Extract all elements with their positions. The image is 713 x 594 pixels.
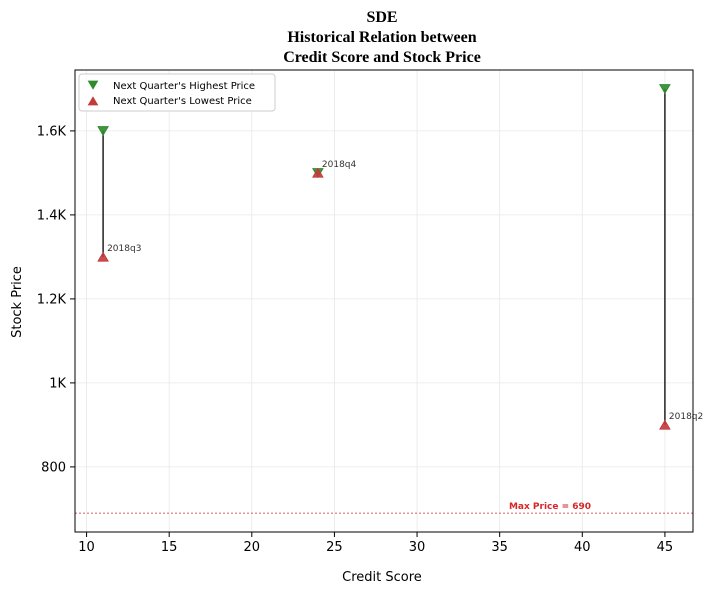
data-marks: 2018q3 2018q4 2018q2 xyxy=(97,84,703,430)
y-tick-label: 1.4K xyxy=(37,208,67,223)
grid xyxy=(75,70,693,532)
x-tick-label: 10 xyxy=(78,540,95,555)
y-tick-label: 1K xyxy=(49,376,66,391)
plot-frame xyxy=(74,69,694,533)
reference-line-label: Max Price = 690 xyxy=(509,502,591,512)
x-axis-label: Credit Score xyxy=(342,570,422,585)
legend-high-label: Next Quarter's Highest Price xyxy=(113,81,255,92)
chart-title-line-1: SDE xyxy=(366,9,397,26)
legend: Next Quarter's Highest Price Next Quarter… xyxy=(78,73,276,112)
low-price-marker xyxy=(312,167,324,178)
legend-box xyxy=(78,73,276,112)
high-price-marker xyxy=(97,126,109,137)
y-axis-label: Stock Price xyxy=(10,266,25,338)
y-tick-label: 1.6K xyxy=(37,124,67,139)
point-annotation: 2018q2 xyxy=(669,412,703,422)
y-tick-label: 1.2K xyxy=(37,292,67,307)
chart-title-line-2: Historical Relation between xyxy=(287,29,476,46)
point-annotation: 2018q4 xyxy=(322,160,357,170)
y-axis-ticks: 800 1K 1.2K 1.4K 1.6K xyxy=(37,124,75,475)
reference-line-group: Max Price = 690 xyxy=(75,502,693,514)
legend-high-marker xyxy=(87,80,99,90)
point-annotation: 2018q3 xyxy=(107,244,141,254)
x-tick-label: 45 xyxy=(657,540,674,555)
x-tick-label: 35 xyxy=(491,540,508,555)
low-price-marker xyxy=(97,251,109,262)
x-tick-label: 40 xyxy=(574,540,591,555)
x-axis-ticks: 10 15 20 25 30 35 40 45 xyxy=(78,532,673,555)
chart-title: SDE Historical Relation between Credit S… xyxy=(283,9,481,66)
y-tick-label: 800 xyxy=(41,460,66,475)
x-tick-label: 30 xyxy=(409,540,426,555)
legend-low-marker xyxy=(87,96,99,106)
chart-title-line-3: Credit Score and Stock Price xyxy=(283,49,481,66)
x-tick-label: 20 xyxy=(244,540,261,555)
low-price-marker xyxy=(659,419,671,430)
x-tick-label: 25 xyxy=(326,540,343,555)
legend-low-label: Next Quarter's Lowest Price xyxy=(113,96,252,107)
high-price-marker xyxy=(659,84,671,95)
x-tick-label: 15 xyxy=(161,540,178,555)
